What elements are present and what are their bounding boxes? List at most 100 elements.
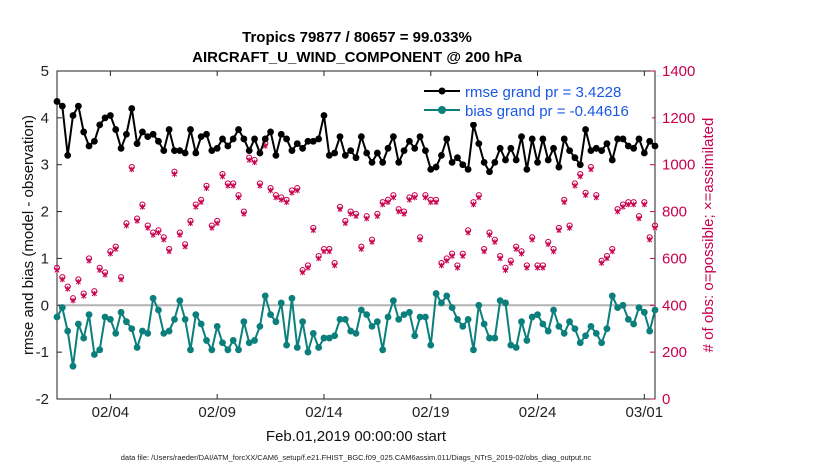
bias-point bbox=[128, 325, 136, 333]
bias-point bbox=[133, 344, 141, 351]
bias-point bbox=[550, 306, 557, 314]
rmse-point bbox=[459, 161, 467, 169]
rmse-point bbox=[427, 166, 435, 173]
bias-point bbox=[203, 337, 210, 344]
rmse-point bbox=[245, 147, 253, 155]
rmse-point bbox=[320, 112, 328, 119]
obs-assimilated-point bbox=[187, 220, 194, 227]
obs-assimilated-point bbox=[572, 183, 578, 189]
bias-point bbox=[395, 315, 403, 323]
rmse-point bbox=[203, 130, 210, 138]
bias-point bbox=[331, 332, 339, 340]
bias-point bbox=[149, 294, 157, 302]
legend-box bbox=[420, 78, 652, 122]
rmse-point bbox=[523, 166, 531, 173]
obs-assimilated-point bbox=[129, 166, 135, 173]
bias-point bbox=[592, 330, 600, 337]
obs-assimilated-point bbox=[177, 232, 183, 238]
obs-assimilated-point bbox=[316, 255, 322, 262]
rmse-point bbox=[544, 156, 552, 164]
x-tick-label: 02/04 bbox=[92, 404, 130, 421]
bias-point bbox=[368, 322, 376, 330]
obs-assimilated-point bbox=[508, 260, 514, 266]
obs-assimilated-point bbox=[134, 218, 140, 224]
obs-assimilated-point bbox=[300, 269, 306, 276]
bias-point bbox=[470, 346, 477, 354]
obs-assimilated-point bbox=[246, 157, 252, 163]
rmse-point bbox=[80, 128, 88, 136]
obs-assimilated-point bbox=[577, 173, 583, 180]
obs-assimilated-point bbox=[406, 197, 412, 203]
bias-point bbox=[384, 313, 392, 321]
rmse-point bbox=[373, 149, 381, 157]
rmse-point bbox=[155, 137, 162, 145]
rmse-point bbox=[123, 130, 130, 138]
obs-assimilated-point bbox=[620, 204, 626, 210]
y-right-tick-label: 1000 bbox=[662, 157, 695, 174]
bias-point bbox=[176, 297, 184, 304]
obs-assimilated-point bbox=[583, 192, 589, 198]
bias-point bbox=[251, 337, 258, 344]
y-tick-label: 2 bbox=[41, 204, 49, 221]
rmse-point bbox=[464, 166, 472, 173]
bias-point bbox=[315, 344, 323, 351]
rmse-point bbox=[592, 144, 600, 152]
obs-assimilated-point bbox=[588, 166, 594, 173]
rmse-point bbox=[213, 144, 221, 152]
bias-point bbox=[352, 330, 360, 337]
rmse-point bbox=[283, 135, 290, 143]
rmse-point bbox=[224, 142, 232, 150]
rmse-point bbox=[603, 140, 611, 148]
rmse-point bbox=[160, 147, 168, 155]
bias-point bbox=[171, 315, 178, 323]
y-tick-label: 4 bbox=[41, 110, 49, 127]
rmse-point bbox=[128, 105, 136, 112]
rmse-point bbox=[272, 151, 280, 159]
bias-point bbox=[336, 315, 344, 323]
obs-assimilated-point bbox=[91, 290, 97, 297]
obs-assimilated-point bbox=[155, 229, 161, 236]
bias-point bbox=[304, 348, 312, 356]
obs-assimilated-point bbox=[278, 197, 284, 203]
obs-assimilated-point bbox=[145, 225, 151, 231]
y-axis-ticks: -2 -1 0 1 2 3 4 5 bbox=[36, 63, 62, 408]
x-tick-label: 02/24 bbox=[519, 404, 557, 421]
obs-assimilated-point bbox=[470, 201, 477, 208]
rmse-point bbox=[587, 147, 595, 155]
rmse-point bbox=[357, 133, 365, 141]
bias-point bbox=[555, 322, 563, 330]
rmse-point bbox=[117, 144, 125, 152]
y-tick-label: -2 bbox=[36, 391, 49, 408]
rmse-point bbox=[352, 154, 360, 162]
obs-assimilated-point bbox=[486, 232, 493, 238]
obs-assimilated-point bbox=[348, 211, 354, 217]
rmse-point bbox=[539, 135, 547, 143]
bias-point bbox=[58, 304, 66, 312]
rmse-point bbox=[341, 151, 349, 159]
y-tick-label: -1 bbox=[36, 344, 49, 361]
bias-point bbox=[155, 306, 162, 314]
obs-assimilated-point bbox=[225, 183, 231, 189]
rmse-point bbox=[208, 147, 216, 155]
rmse-point bbox=[139, 128, 146, 136]
obs-assimilated-point bbox=[230, 183, 236, 189]
obs-assimilated-point bbox=[337, 206, 343, 213]
obs-assimilated-point bbox=[412, 194, 418, 201]
rmse-point bbox=[251, 135, 258, 143]
rmse-point bbox=[347, 147, 355, 155]
rmse-point bbox=[309, 137, 317, 145]
rmse-point bbox=[432, 163, 440, 171]
rmse-point bbox=[112, 126, 120, 133]
rmse-point bbox=[582, 126, 589, 133]
obs-assimilated-point bbox=[364, 215, 370, 222]
obs-assimilated-point bbox=[652, 225, 658, 231]
bias-point bbox=[325, 334, 333, 342]
bias-point bbox=[224, 346, 232, 354]
rmse-point bbox=[176, 147, 184, 155]
obs-assimilated-point bbox=[65, 286, 71, 292]
obs-assimilated-point bbox=[540, 265, 546, 271]
y-right-tick-label: 1400 bbox=[662, 63, 695, 80]
rmse-point bbox=[608, 156, 616, 164]
x-axis-label: Feb.01,2019 00:00:00 start bbox=[266, 428, 447, 445]
